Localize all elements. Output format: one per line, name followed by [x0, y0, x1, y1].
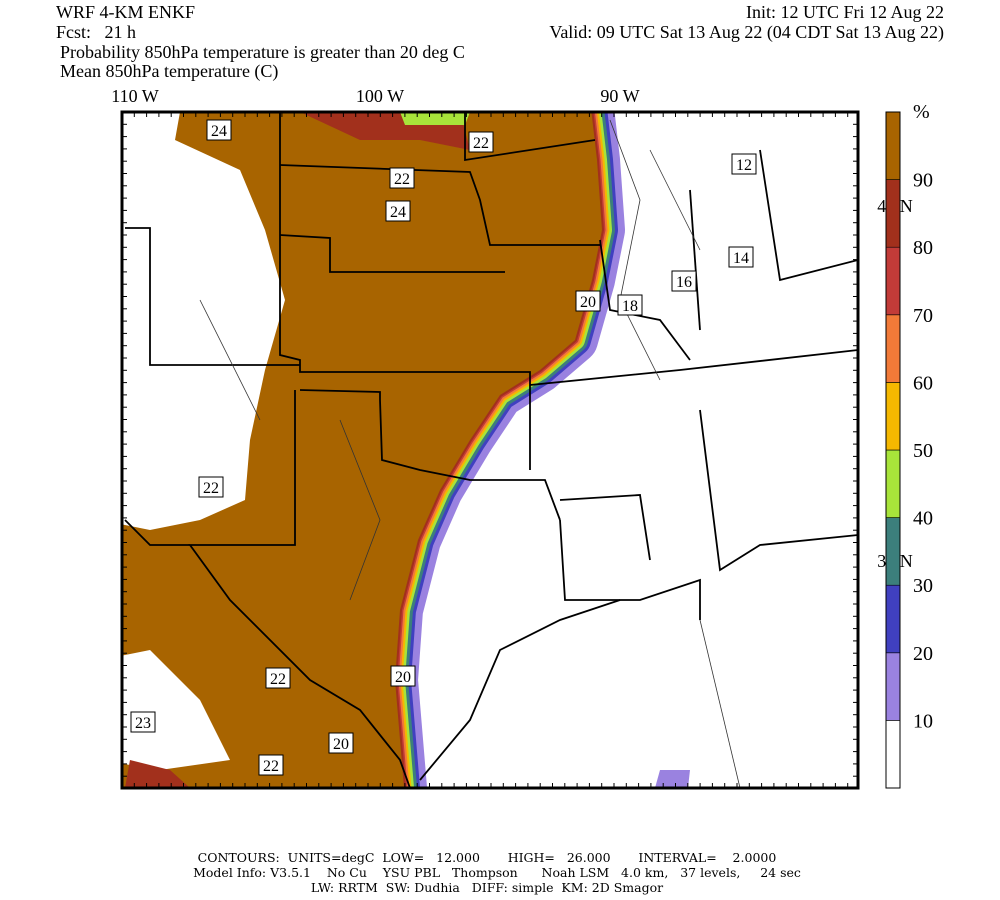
- contour-label-box: [731, 153, 757, 175]
- colorbar-label: 80: [913, 237, 933, 259]
- colorbar-segment: [885, 720, 901, 789]
- longitude-label: 90 W: [600, 86, 639, 106]
- state-border: [279, 234, 505, 273]
- longitude-label: 110 W: [111, 86, 159, 106]
- colorbar-label: 30: [913, 575, 933, 597]
- low-probability-area: [122, 112, 285, 530]
- contour-field: Mean 850hPa temperature (C): [60, 61, 278, 82]
- contour-label: 20: [395, 669, 411, 686]
- state-border: [559, 494, 651, 561]
- contour-label-box: [198, 476, 224, 498]
- contour-label: 18: [622, 298, 638, 315]
- contour-label: 20: [580, 294, 596, 311]
- contour-label-box: [617, 294, 643, 316]
- colorbar-label: 50: [913, 440, 933, 462]
- contour-label: 12: [736, 157, 752, 174]
- colorbar-frame: [885, 111, 901, 789]
- contour-label: 24: [211, 123, 227, 140]
- footer-model: Model Info: V3.5.1 No Cu YSU PBL Thompso…: [193, 865, 801, 880]
- contour-line: [339, 419, 381, 601]
- map: 24 22 22 24 12 14 16 20 18 22 22 20 23 20 22: [120, 110, 860, 790]
- colorbar-segment: [885, 517, 901, 586]
- state-border: [529, 349, 858, 386]
- footer-physics: LW: RRTM SW: Dudhia DIFF: simple KM: 2D …: [311, 880, 663, 895]
- state-border: [689, 189, 701, 331]
- contour-label: 22: [270, 671, 286, 688]
- init: Init: 12 UTC Fri 12 Aug 22: [746, 2, 944, 22]
- contour-label-box: [328, 732, 354, 754]
- contour-label-box: [390, 665, 416, 687]
- colorbar-segment: [885, 246, 901, 316]
- low-probability-patch: [655, 770, 690, 788]
- state-border: [759, 149, 858, 282]
- colorbar-label: 10: [913, 710, 933, 732]
- colorbar-segment: [885, 314, 901, 383]
- state-border: [125, 227, 300, 366]
- colorbar-segment: [885, 449, 901, 518]
- state-border: [124, 519, 190, 546]
- colorbar-label: 40: [913, 508, 933, 530]
- contour-label: 16: [676, 274, 692, 291]
- longitude-label: 100 W: [356, 86, 404, 106]
- colorbar-segment: [885, 652, 901, 721]
- colorbar-segment: [885, 111, 901, 180]
- state-border: [699, 409, 858, 572]
- contour-label: 22: [263, 758, 279, 775]
- colorbar-label: 70: [913, 305, 933, 327]
- contour-label-box: [265, 667, 291, 689]
- high-probability-patch: [125, 760, 190, 788]
- contour-line: [199, 299, 261, 421]
- colorbar-segment: [885, 382, 901, 451]
- colorbar-label: 20: [913, 643, 933, 665]
- state-border: [299, 389, 561, 521]
- contour-line: [609, 119, 661, 381]
- high-probability-patch: [400, 112, 470, 125]
- contour-line: [649, 149, 701, 251]
- contour-label: 22: [394, 171, 410, 188]
- state-border: [188, 390, 411, 788]
- state-border: [279, 112, 531, 470]
- contour-line: [699, 619, 741, 788]
- colorbar-segment: [885, 179, 901, 248]
- contour-label: 23: [135, 715, 151, 732]
- contour-label-box: [385, 200, 411, 222]
- contour-label-box: [206, 119, 232, 141]
- contour-label: 20: [333, 736, 349, 753]
- state-border: [419, 599, 621, 781]
- low-probability-area: [122, 650, 230, 770]
- field: Probability 850hPa temperature is greate…: [60, 42, 465, 62]
- footer-contours: CONTOURS: UNITS=degC LOW= 12.000 HIGH= 2…: [198, 850, 777, 865]
- title: WRF 4-KM ENKF: [56, 2, 195, 22]
- contour-label-box: [258, 754, 284, 776]
- contour-label: 24: [390, 204, 406, 221]
- colorbar-label: 60: [913, 372, 933, 394]
- contour-label: 22: [473, 135, 489, 152]
- valid: Valid: 09 UTC Sat 13 Aug 22 (04 CDT Sat …: [549, 22, 944, 43]
- colorbar-segment: [885, 584, 901, 654]
- contour-label-box: [468, 131, 494, 153]
- colorbar-label: 90: [913, 170, 933, 192]
- state-border: [464, 112, 596, 162]
- map-frame: [120, 110, 860, 790]
- contour-label-box: [671, 270, 697, 292]
- contour-label-box: [728, 246, 754, 268]
- contour-label: 14: [733, 250, 749, 267]
- contour-label-box: [130, 711, 156, 733]
- colorbar-unit: %: [913, 101, 930, 123]
- map-content: 24 22 22 24 12 14 16 20 18 22 22 20 23 20 22: [122, 112, 858, 788]
- state-border: [559, 519, 701, 620]
- contour-label-box: [575, 290, 601, 312]
- contour-label: 22: [203, 480, 219, 497]
- forecast: Fcst: 21 h: [56, 22, 136, 42]
- contour-label-box: [389, 167, 415, 189]
